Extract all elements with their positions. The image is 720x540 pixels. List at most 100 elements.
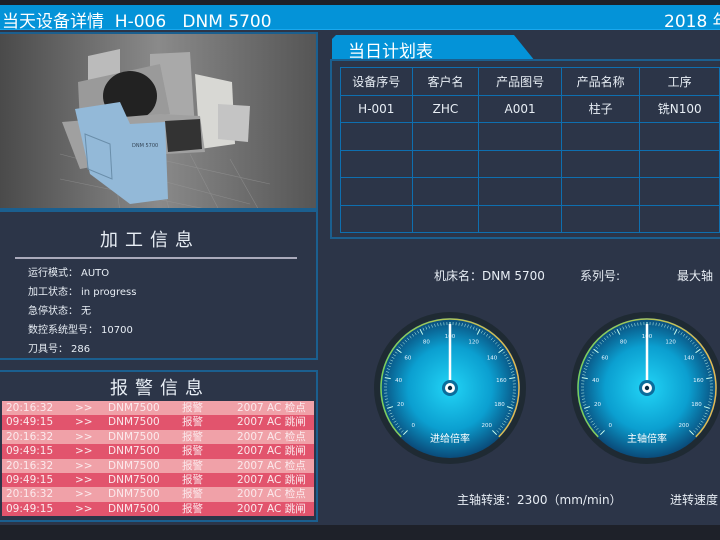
alarm-sep: >> xyxy=(75,402,93,414)
alarm-code: 2007 AC 跳闸 xyxy=(237,474,306,486)
gauge-tick xyxy=(702,418,705,421)
gauge-tick xyxy=(498,348,504,354)
gauge-tick xyxy=(699,351,703,354)
gauge-tick xyxy=(586,412,590,415)
gauge-tick xyxy=(584,365,588,367)
alarm-row[interactable]: 20:16:32 >> DNM7500 报警 2007 AC 检点 xyxy=(2,429,314,445)
alarm-info-title: 报警信息 xyxy=(110,378,210,399)
table-row[interactable] xyxy=(340,122,720,151)
alarm-type: 报警 xyxy=(182,445,203,458)
gauge-tick xyxy=(402,341,405,345)
gauge-tick xyxy=(707,368,711,370)
gauge-tick xyxy=(464,323,466,327)
info-label: 数控系统型号： xyxy=(28,325,98,336)
gauge-tick xyxy=(508,362,512,365)
gauge-tick xyxy=(386,371,390,373)
gauge-tick xyxy=(417,330,420,334)
gauge-tick xyxy=(434,323,436,327)
alarm-row[interactable]: 09:49:15 >> DNM7500 报警 2007 AC 跳闸 xyxy=(2,473,314,488)
gauge-tick xyxy=(695,348,701,354)
info-label: 刀具号： xyxy=(28,344,68,355)
gauge-tick xyxy=(589,418,592,421)
tab-daily-plan[interactable]: 当日计划表 xyxy=(332,35,535,61)
gauge-tick xyxy=(437,323,439,327)
table-row[interactable] xyxy=(340,204,720,233)
gauge-tick xyxy=(661,323,663,327)
gauge-tick xyxy=(472,326,475,330)
gauge-tick-label: 140 xyxy=(487,355,498,361)
gauge-tick xyxy=(394,351,398,354)
gauge-tick xyxy=(495,341,498,345)
gauge-tick xyxy=(502,351,506,354)
gauge-tick xyxy=(692,341,695,345)
alarm-machine: DNM7500 xyxy=(108,502,160,515)
gauge-tick xyxy=(591,351,595,354)
processing-info-panel: 加工信息 运行模式： AUTO 加工状态： in progress 急停状态：无数控系统… xyxy=(0,210,318,360)
alarm-row[interactable]: 20:16:32 >> DNM7500 报警 2007 AC 检点 xyxy=(2,487,314,502)
gauge-tick xyxy=(708,374,712,376)
gauge-tick xyxy=(428,325,430,329)
gauge-tick xyxy=(705,410,709,412)
gauge-tick xyxy=(388,362,392,365)
serial-label: 系列号: xyxy=(580,269,621,283)
gauge-tick xyxy=(509,365,513,367)
gauge-tick-label: 140 xyxy=(684,355,695,361)
gauge-tick xyxy=(695,427,699,431)
alarm-time: 09:49:15 xyxy=(6,445,54,458)
gauge-tick xyxy=(698,423,702,426)
alarm-sep: >> xyxy=(75,459,93,472)
gauge-tick xyxy=(505,356,509,359)
gauge-tick xyxy=(500,425,503,428)
gauge-tick xyxy=(406,337,410,341)
gauge-tick xyxy=(398,427,402,431)
gauge-tick-label: 120 xyxy=(665,340,676,346)
table-cell: 柱子 xyxy=(560,94,641,123)
table-row[interactable] xyxy=(340,149,720,178)
header-date: 2018 年 xyxy=(664,12,720,32)
gauge-tick xyxy=(628,324,630,328)
gauge-tick-label: 160 xyxy=(693,378,704,384)
table-row[interactable] xyxy=(340,177,720,206)
gauge-tick xyxy=(395,423,399,426)
alarm-row[interactable]: 09:49:15 >> DNM7500 报警 2007 AC 跳闸 xyxy=(2,415,314,430)
gauge-tick-label: 60 xyxy=(404,355,411,361)
tab-label: 当日计划表 xyxy=(348,42,433,62)
gauge-tick xyxy=(598,430,601,433)
gauge-label: 主轴倍率 xyxy=(627,432,667,445)
gauge-tick xyxy=(697,425,700,428)
alarm-row[interactable]: 09:49:15 >> DNM7500 报警 2007 AC 跳闸 xyxy=(2,501,314,517)
machine-3d-image: DNM 5700 xyxy=(59,49,271,208)
gauge-tick xyxy=(693,430,696,433)
alarm-type: 报警 xyxy=(182,474,203,486)
gauge-tick xyxy=(583,368,587,370)
gauge-label: 进给倍率 xyxy=(430,432,470,445)
gauge-tick xyxy=(583,371,587,373)
gauge-tick xyxy=(486,333,489,337)
alarm-machine: DNM7500 xyxy=(108,445,160,458)
gauge-tick xyxy=(595,427,599,431)
gauge-tick xyxy=(603,337,607,341)
gauge-tick xyxy=(703,406,710,409)
alarm-type: 报警 xyxy=(182,459,203,472)
machine-brand-text: DNM 5700 xyxy=(132,143,158,149)
alarm-row[interactable]: 20:16:32 >> DNM7500 报警 2007 AC 检点 xyxy=(2,458,314,473)
gauge-arc xyxy=(380,318,520,438)
gauge-tick xyxy=(385,401,389,403)
gauge-tick xyxy=(496,430,499,433)
gauge-tick-label: 0 xyxy=(411,423,415,429)
gauge-tick xyxy=(669,326,672,330)
table-cell xyxy=(478,122,562,151)
alarm-row[interactable]: 20:16:32 >> DNM7500 报警 2007 AC 检点 xyxy=(2,401,314,416)
gauge-tick xyxy=(492,339,496,343)
gauge-tick xyxy=(601,339,605,343)
gauge-tick xyxy=(707,404,711,406)
table-cell: ZHC xyxy=(411,94,480,123)
alarm-time: 09:49:15 xyxy=(6,416,54,429)
gauge-tick xyxy=(588,356,592,359)
gauge-tick-label: 180 xyxy=(691,402,702,408)
alarm-row[interactable]: 09:49:15 >> DNM7500 报警 2007 AC 跳闸 xyxy=(2,444,314,459)
table-cell xyxy=(560,122,641,151)
alarm-machine: DNM7500 xyxy=(108,402,160,414)
alarm-code: 2007 AC 跳闸 xyxy=(237,445,306,458)
gauge-tick xyxy=(385,374,389,376)
